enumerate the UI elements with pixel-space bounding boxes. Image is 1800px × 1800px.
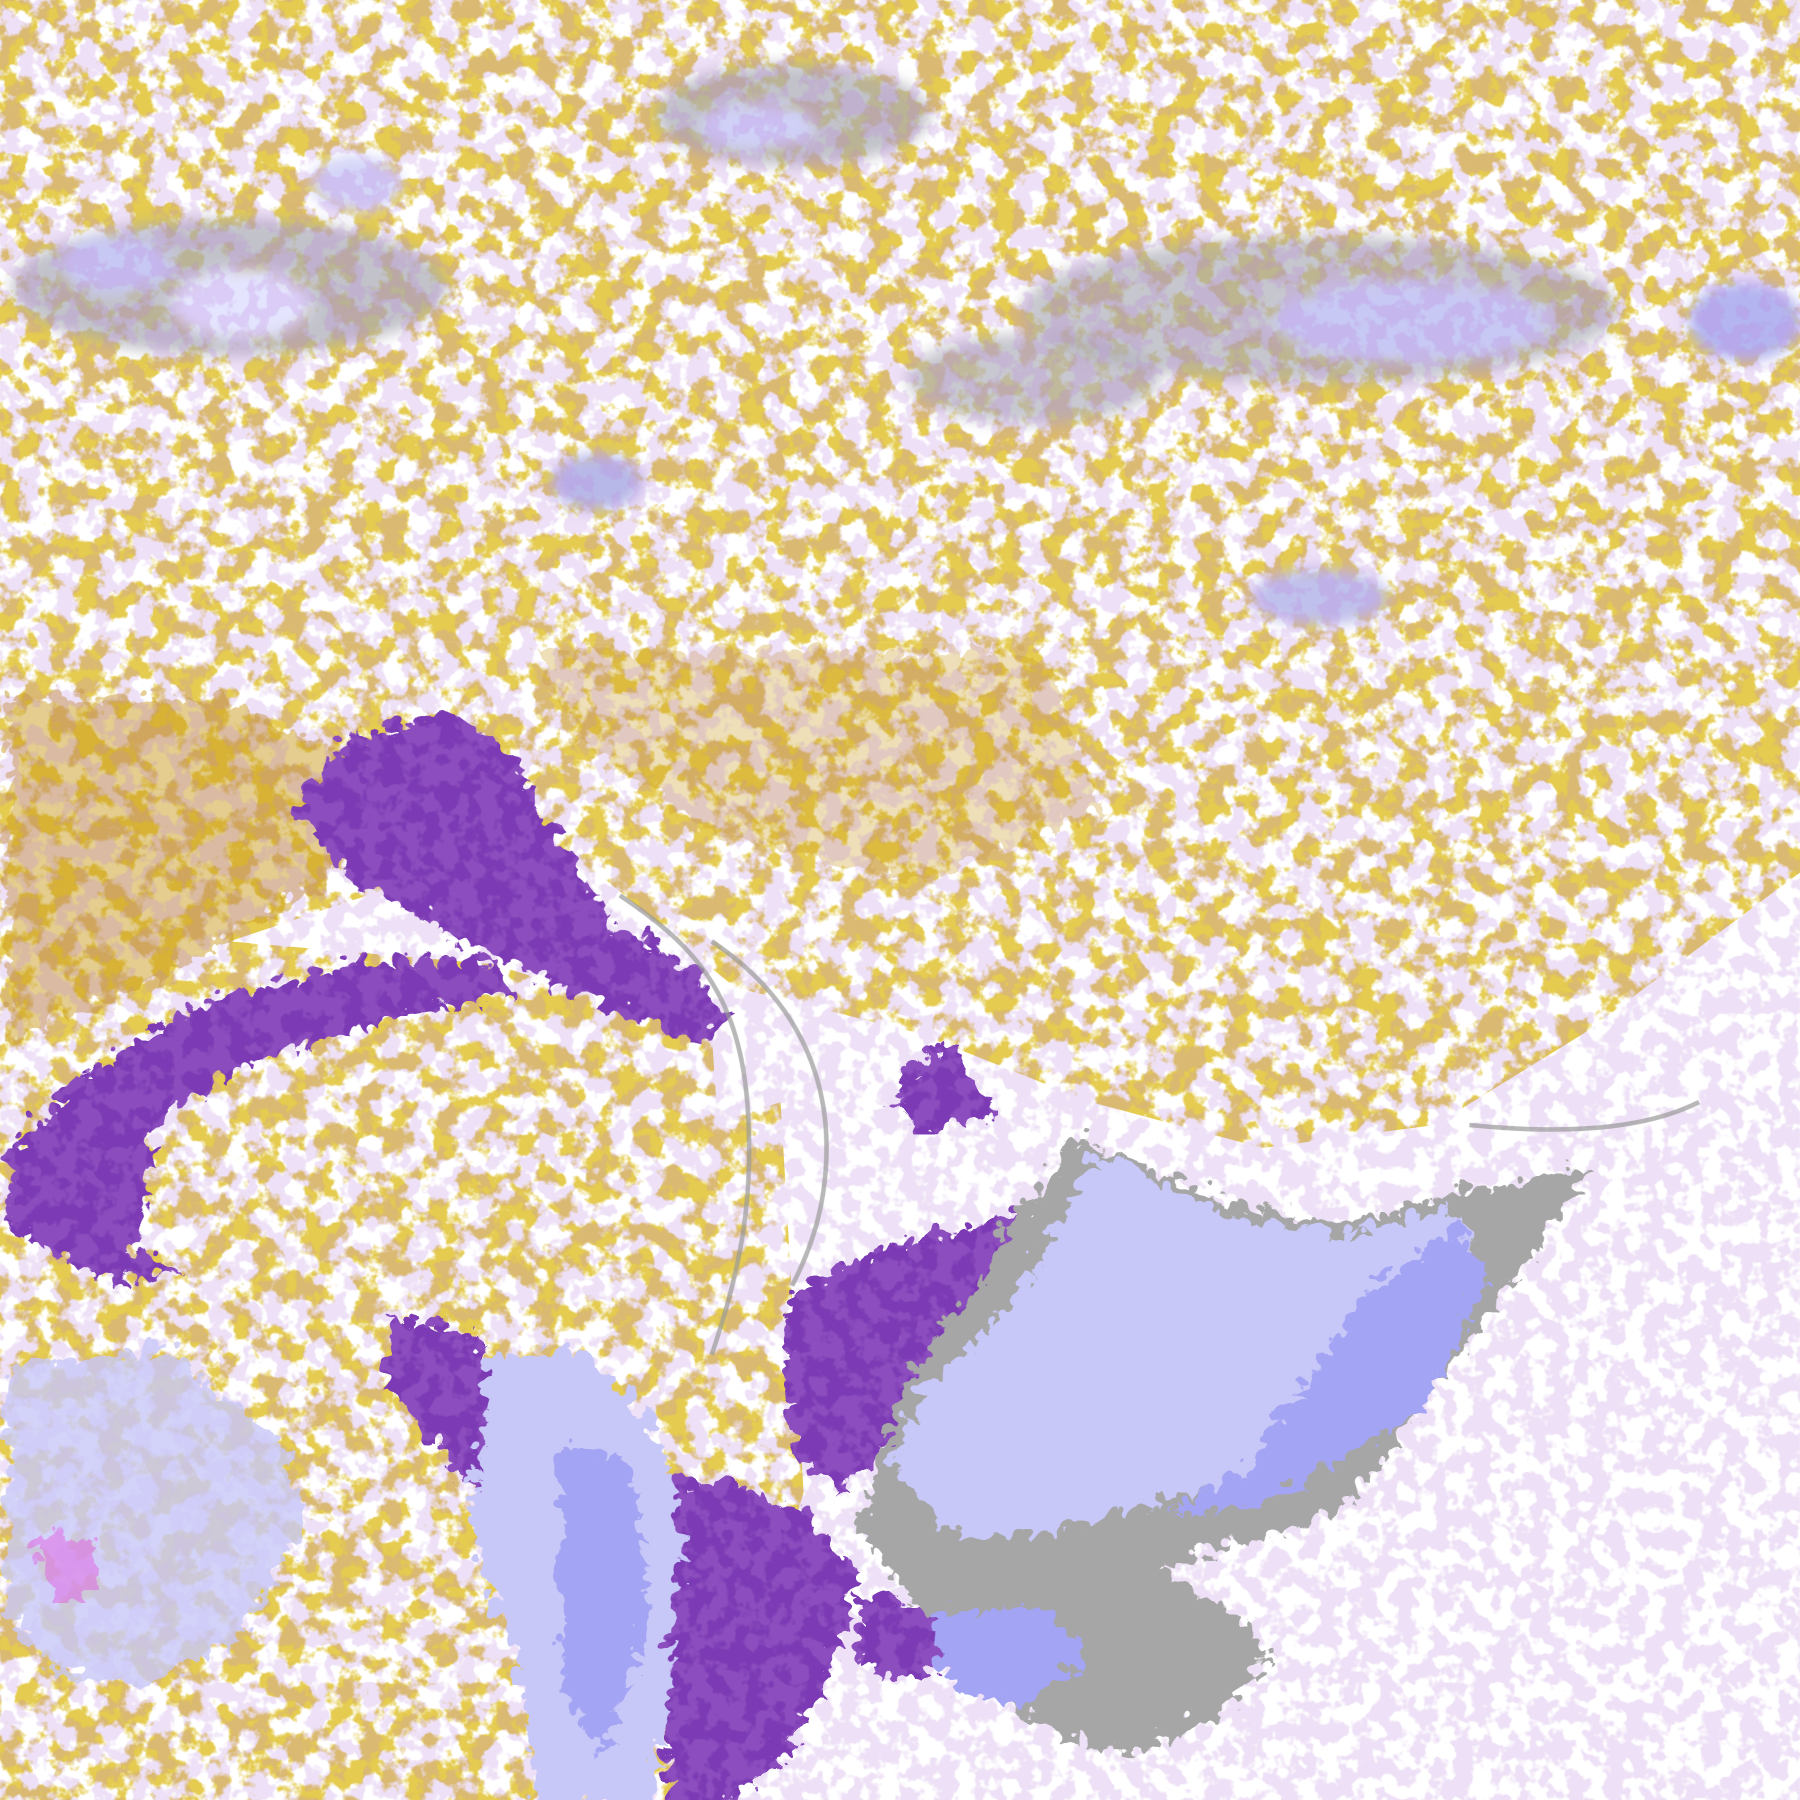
terrain-lines [618,893,1701,1356]
lavender-lower-left [0,1343,678,1800]
lavender-swath [849,1125,1585,1745]
